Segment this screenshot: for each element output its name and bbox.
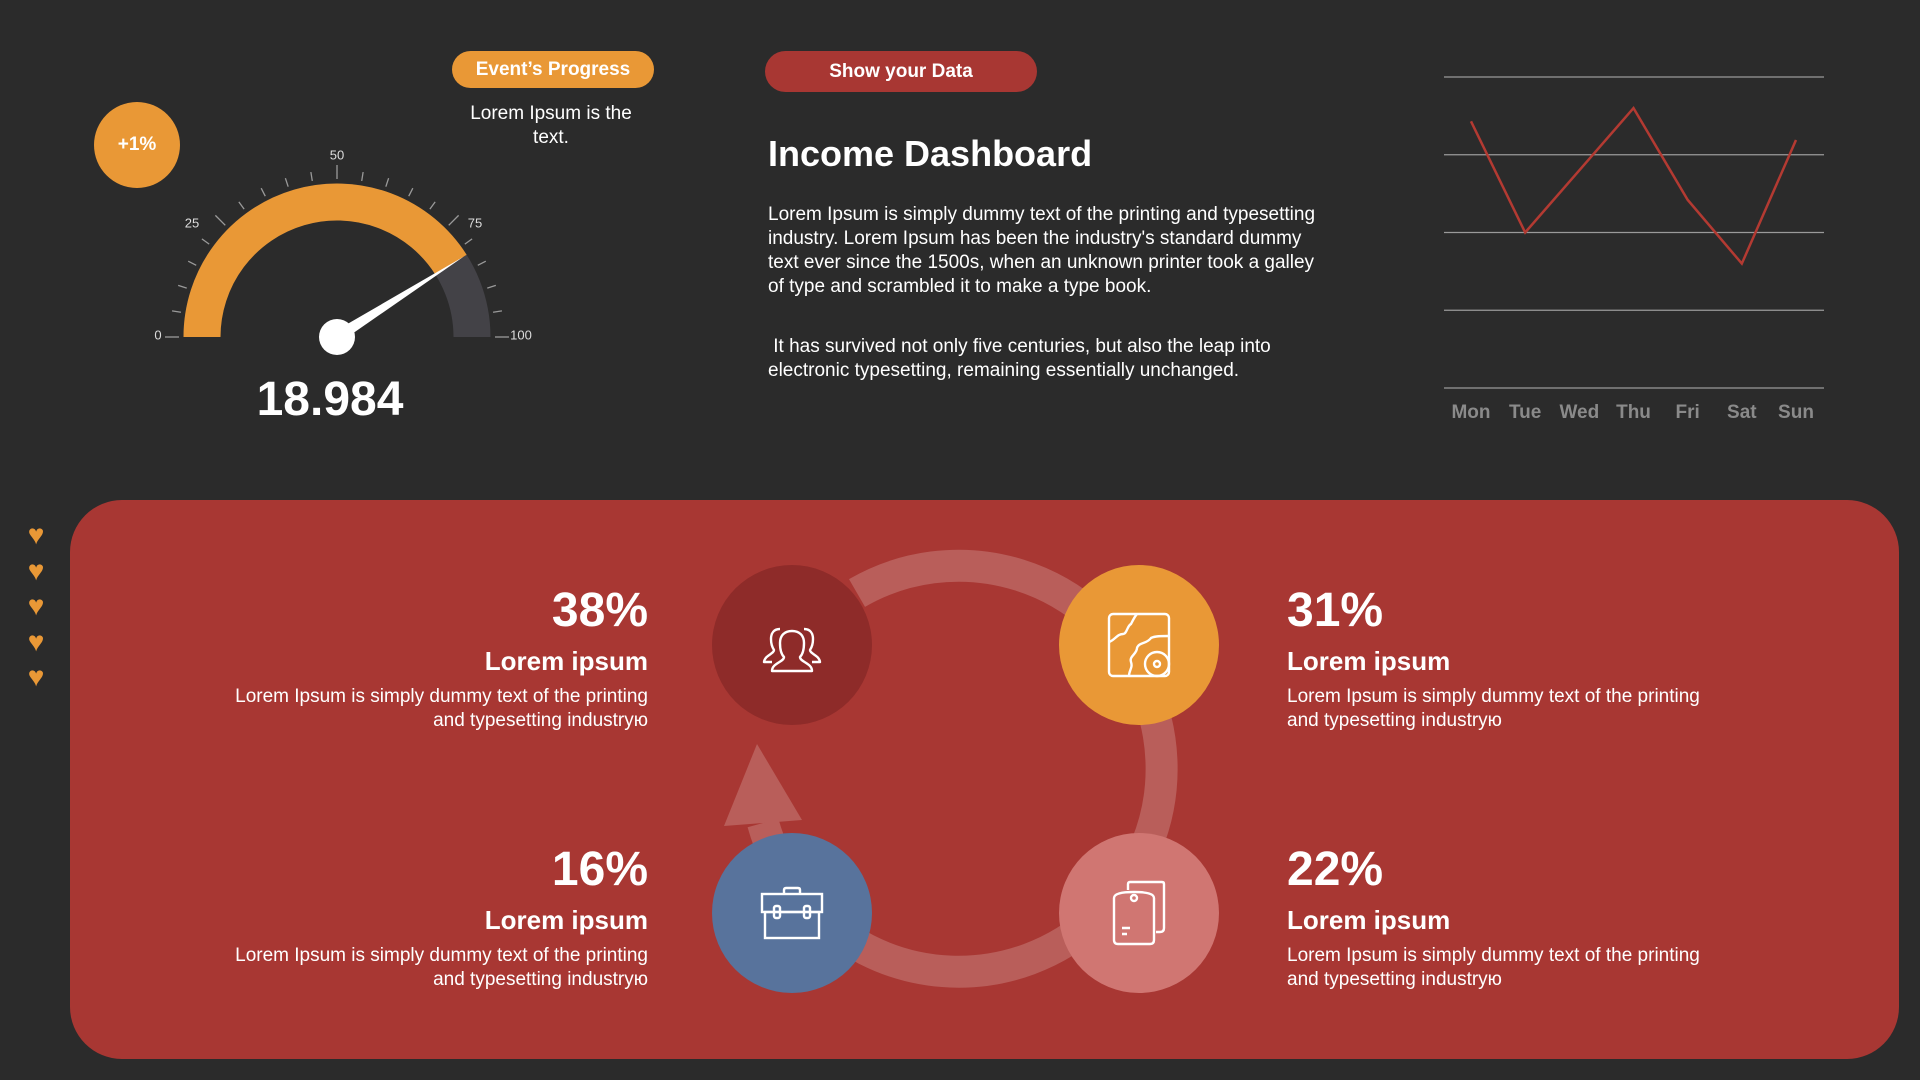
gauge-hub bbox=[319, 319, 355, 355]
stat-block-31: 31% Lorem ipsum Lorem Ipsum is simply du… bbox=[1287, 583, 1707, 733]
stat-title: Lorem ipsum bbox=[484, 646, 648, 676]
gauge-tick bbox=[201, 238, 210, 245]
chart-x-label: Thu bbox=[1616, 402, 1651, 423]
stat-percent: 31% bbox=[1287, 584, 1384, 637]
tablet-circle bbox=[1059, 833, 1219, 993]
change-badge: +1% bbox=[94, 102, 180, 188]
gauge-tick bbox=[429, 201, 436, 210]
team-icon bbox=[762, 627, 822, 673]
stat-text: Lorem Ipsum is simply dummy text of the … bbox=[1287, 686, 1700, 731]
cycle-arrow-head bbox=[724, 744, 802, 826]
gauge bbox=[165, 165, 509, 355]
stat-block-22: 22% Lorem ipsum Lorem Ipsum is simply du… bbox=[1287, 842, 1707, 992]
gauge-label-100: 100 bbox=[510, 327, 532, 343]
chart-x-label: Mon bbox=[1451, 402, 1491, 423]
stat-title: Lorem ipsum bbox=[1287, 646, 1451, 676]
chart-x-label: Wed bbox=[1559, 402, 1600, 423]
gauge-needle bbox=[333, 256, 464, 343]
stat-percent: 22% bbox=[1287, 843, 1384, 896]
gauge-tick bbox=[284, 177, 289, 187]
gauge-tick bbox=[492, 310, 503, 313]
gauge-tick bbox=[487, 284, 497, 289]
page-title: Income Dashboard bbox=[768, 133, 1093, 174]
gauge-label-0: 0 bbox=[154, 327, 162, 343]
description-paragraph-1: Lorem Ipsum is simply dummy text of the … bbox=[768, 204, 1316, 297]
gauge-tick bbox=[214, 214, 226, 226]
stat-title: Lorem ipsum bbox=[1287, 905, 1451, 935]
events-progress-button[interactable]: Event’s Progress bbox=[452, 51, 654, 88]
chart-x-label: Tue bbox=[1508, 402, 1542, 423]
heart-icon[interactable]: ♥ bbox=[27, 661, 45, 693]
gauge-tick bbox=[171, 310, 182, 313]
chart-series-line bbox=[1469, 105, 1798, 266]
gauge-tick bbox=[187, 260, 197, 266]
gauge-label-75: 75 bbox=[467, 215, 483, 231]
gauge-label-25: 25 bbox=[184, 215, 200, 231]
gauge-tick bbox=[477, 260, 487, 266]
gauge-tick bbox=[408, 187, 414, 197]
stat-percent: 16% bbox=[551, 843, 648, 896]
gauge-tick bbox=[361, 171, 364, 182]
progress-note: Lorem Ipsum is the text. bbox=[470, 103, 632, 148]
heart-icon[interactable]: ♥ bbox=[27, 625, 45, 657]
map-icon bbox=[1107, 612, 1171, 678]
gauge-tick bbox=[238, 201, 245, 210]
gauge-tick bbox=[177, 284, 187, 289]
gauge-tick bbox=[464, 238, 473, 245]
gauge-tick bbox=[310, 171, 313, 182]
gauge-tick bbox=[385, 177, 390, 187]
gauge-fill bbox=[183, 183, 467, 338]
line-chart bbox=[1444, 76, 1824, 389]
chart-x-label: Fri bbox=[1675, 402, 1700, 423]
gauge-tick bbox=[448, 214, 460, 226]
stat-block-16: 16% Lorem ipsum Lorem Ipsum is simply du… bbox=[228, 842, 648, 992]
gauge-readout: 18.984 bbox=[256, 373, 404, 426]
stat-percent: 38% bbox=[551, 584, 648, 637]
briefcase-icon bbox=[760, 886, 824, 940]
gauge-label-50: 50 bbox=[329, 147, 345, 163]
tablet-icon bbox=[1112, 880, 1166, 946]
stat-title: Lorem ipsum bbox=[484, 905, 648, 935]
stat-text: Lorem Ipsum is simply dummy text of the … bbox=[235, 686, 648, 731]
show-data-button[interactable]: Show your Data bbox=[765, 51, 1037, 92]
stat-text: Lorem Ipsum is simply dummy text of the … bbox=[1287, 945, 1700, 990]
chart-x-label: Sun bbox=[1778, 402, 1814, 423]
heart-icon[interactable]: ♥ bbox=[27, 554, 45, 586]
stat-text: Lorem Ipsum is simply dummy text of the … bbox=[235, 945, 648, 990]
heart-icon[interactable]: ♥ bbox=[27, 590, 45, 622]
description-paragraph-2: It has survived not only five centuries,… bbox=[768, 336, 1277, 381]
stat-block-38: 38% Lorem ipsum Lorem Ipsum is simply du… bbox=[228, 583, 648, 733]
briefcase-circle bbox=[712, 833, 872, 993]
gauge-ticks bbox=[165, 165, 509, 338]
chart-x-label: Sat bbox=[1727, 402, 1757, 423]
heart-icon[interactable]: ♥ bbox=[27, 519, 45, 550]
gauge-tick bbox=[260, 187, 266, 197]
map-circle bbox=[1059, 565, 1219, 725]
team-circle bbox=[712, 565, 872, 725]
